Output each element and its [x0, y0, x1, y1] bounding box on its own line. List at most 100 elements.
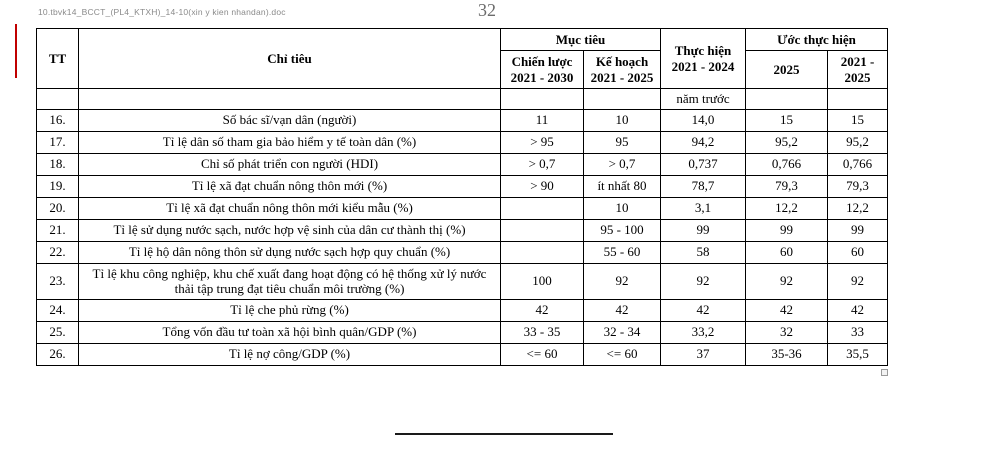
cell-thuc-hien: 14,0 — [660, 108, 746, 132]
table-row: 21. Tỉ lệ sử dụng nước sạch, nước hợp vệ… — [36, 218, 889, 242]
cell-ke-hoach: > 0,7 — [583, 152, 661, 176]
cell-thuc-hien: 0,737 — [660, 152, 746, 176]
cell-label — [78, 88, 501, 110]
cell-uoc-2025: 92 — [745, 262, 828, 300]
table-row: 26. Tỉ lệ nợ công/GDP (%) <= 60 <= 60 37… — [36, 342, 889, 366]
cell-tt: 18. — [36, 152, 79, 176]
cell-uoc-2021-2025: 92 — [826, 262, 889, 300]
cell-uoc-2021-2025 — [826, 88, 889, 110]
table-resize-handle[interactable] — [881, 369, 888, 376]
cell-label: Tỉ lệ dân số tham gia bảo hiểm y tế toàn… — [78, 130, 501, 154]
cell-label: Số bác sĩ/vạn dân (người) — [78, 108, 501, 132]
table-body: năm trước 16. Số bác sĩ/vạn dân (người) … — [36, 88, 889, 366]
cell-tt: 26. — [36, 342, 79, 366]
cell-chien-luoc: > 0,7 — [500, 152, 584, 176]
cell-label: Tỉ lệ che phủ rừng (%) — [78, 298, 501, 322]
table-row: 16. Số bác sĩ/vạn dân (người) 11 10 14,0… — [36, 108, 889, 132]
header-2021-2025-line2: 2025 — [844, 69, 871, 85]
page-number: 32 — [478, 0, 496, 20]
cell-thuc-hien: năm trước — [660, 88, 746, 110]
cell-uoc-2025: 15 — [745, 108, 828, 132]
cell-label: Tỉ lệ xã đạt chuẩn nông thôn mới (%) — [78, 174, 501, 198]
header-thuc-hien-line1: Thực hiện — [674, 42, 732, 58]
cell-tt: 16. — [36, 108, 79, 132]
cell-chien-luoc — [500, 88, 584, 110]
cell-chien-luoc: 42 — [500, 298, 584, 322]
cell-tt: 22. — [36, 240, 79, 264]
cell-thuc-hien: 42 — [660, 298, 746, 322]
cell-thuc-hien: 94,2 — [660, 130, 746, 154]
cell-ke-hoach — [583, 88, 661, 110]
document-filename: 10.tbvk14_BCCT_(PL4_KTXH)_14-10(xin y ki… — [38, 7, 286, 17]
footnote-separator-line — [395, 433, 613, 435]
partial-continuation-row: năm trước — [36, 88, 889, 110]
cell-chien-luoc: 100 — [500, 262, 584, 300]
header-thuc-hien-line2: 2021 - 2024 — [671, 58, 735, 74]
cell-uoc-2025: 99 — [745, 218, 828, 242]
cell-uoc-2021-2025: 79,3 — [826, 174, 889, 198]
cell-ke-hoach: 10 — [583, 196, 661, 220]
header-row-top: TT Chỉ tiêu Mục tiêu Thực hiện 2021 - 20… — [36, 28, 889, 89]
cell-uoc-2021-2025: 42 — [826, 298, 889, 322]
cell-uoc-2021-2025: 33 — [826, 320, 889, 344]
cell-chien-luoc: > 90 — [500, 174, 584, 198]
header-uoc-thuc-hien: Ước thực hiện — [744, 28, 889, 51]
header-tt: TT — [36, 28, 79, 89]
cell-uoc-2025: 12,2 — [745, 196, 828, 220]
cell-uoc-2025: 95,2 — [745, 130, 828, 154]
revision-marker-bar — [15, 24, 17, 78]
cell-ke-hoach: 10 — [583, 108, 661, 132]
cell-ke-hoach: <= 60 — [583, 342, 661, 366]
cell-uoc-2021-2025: 15 — [826, 108, 889, 132]
table-row: 22. Tỉ lệ hộ dân nông thôn sử dụng nước … — [36, 240, 889, 264]
table-row: 25. Tổng vốn đầu tư toàn xã hội bình quâ… — [36, 320, 889, 344]
header-ke-hoach-line2: 2021 - 2025 — [590, 69, 654, 85]
cell-uoc-2025: 79,3 — [745, 174, 828, 198]
cell-tt: 17. — [36, 130, 79, 154]
cell-thuc-hien: 92 — [660, 262, 746, 300]
cell-uoc-2021-2025: 95,2 — [826, 130, 889, 154]
header-2021-2025-line1: 2021 - — [840, 53, 875, 69]
header-chien-luoc-line2: 2021 - 2030 — [510, 69, 574, 85]
cell-thuc-hien: 99 — [660, 218, 746, 242]
cell-thuc-hien: 58 — [660, 240, 746, 264]
cell-tt: 25. — [36, 320, 79, 344]
header-row-sub: Chiến lược 2021 - 2030 Kế hoạch 2021 - 2… — [37, 50, 889, 89]
cell-label: Tỉ lệ sử dụng nước sạch, nước hợp vệ sin… — [78, 218, 501, 242]
cell-tt: 20. — [36, 196, 79, 220]
cell-ke-hoach: 95 — [583, 130, 661, 154]
cell-uoc-2025: 32 — [745, 320, 828, 344]
cell-chien-luoc — [500, 218, 584, 242]
cell-uoc-2025: 0,766 — [745, 152, 828, 176]
table-row: 23. Tỉ lệ khu công nghiệp, khu chế xuất … — [36, 262, 889, 300]
cell-uoc-2025: 35-36 — [745, 342, 828, 366]
cell-uoc-2025: 42 — [745, 298, 828, 322]
header-chi-tieu: Chỉ tiêu — [78, 28, 501, 89]
cell-tt — [36, 88, 79, 110]
table-row: 18. Chỉ số phát triển con người (HDI) > … — [36, 152, 889, 176]
cell-thuc-hien: 3,1 — [660, 196, 746, 220]
header-chien-luoc-line1: Chiến lược — [511, 53, 573, 69]
cell-chien-luoc — [500, 240, 584, 264]
cell-label: Chỉ số phát triển con người (HDI) — [78, 152, 501, 176]
cell-chien-luoc: > 95 — [500, 130, 584, 154]
cell-thuc-hien: 33,2 — [660, 320, 746, 344]
cell-ke-hoach: 95 - 100 — [583, 218, 661, 242]
header-2021-2025: 2021 - 2025 — [826, 50, 889, 89]
cell-uoc-2021-2025: 35,5 — [826, 342, 889, 366]
cell-tt: 21. — [36, 218, 79, 242]
table-row: 24. Tỉ lệ che phủ rừng (%) 42 42 42 42 4… — [36, 298, 889, 322]
cell-ke-hoach: ít nhất 80 — [583, 174, 661, 198]
indicators-table: TT Chỉ tiêu Mục tiêu Thực hiện 2021 - 20… — [36, 28, 889, 366]
cell-ke-hoach: 92 — [583, 262, 661, 300]
cell-label: Tỉ lệ khu công nghiệp, khu chế xuất đang… — [78, 262, 501, 300]
cell-chien-luoc — [500, 196, 584, 220]
cell-ke-hoach: 55 - 60 — [583, 240, 661, 264]
cell-uoc-2021-2025: 0,766 — [826, 152, 889, 176]
table-row: 19. Tỉ lệ xã đạt chuẩn nông thôn mới (%)… — [36, 174, 889, 198]
cell-uoc-2025: 60 — [745, 240, 828, 264]
table-row: 17. Tỉ lệ dân số tham gia bảo hiểm y tế … — [36, 130, 889, 154]
cell-chien-luoc: 11 — [500, 108, 584, 132]
cell-tt: 23. — [36, 262, 79, 300]
